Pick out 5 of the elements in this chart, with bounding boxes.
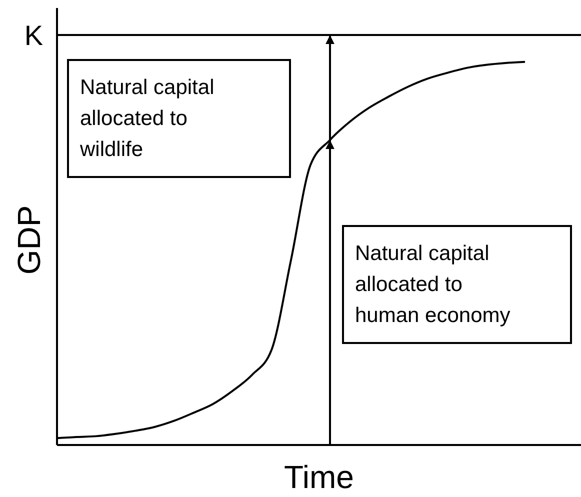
ref-line-label: K — [24, 20, 44, 51]
annotation: Natural capital allocated to human economy — [355, 242, 511, 327]
x-axis-title: Time — [284, 459, 354, 495]
y-axis-title: GDP — [11, 205, 47, 275]
annotation: Natural capital allocated to wildlife — [79, 76, 214, 161]
